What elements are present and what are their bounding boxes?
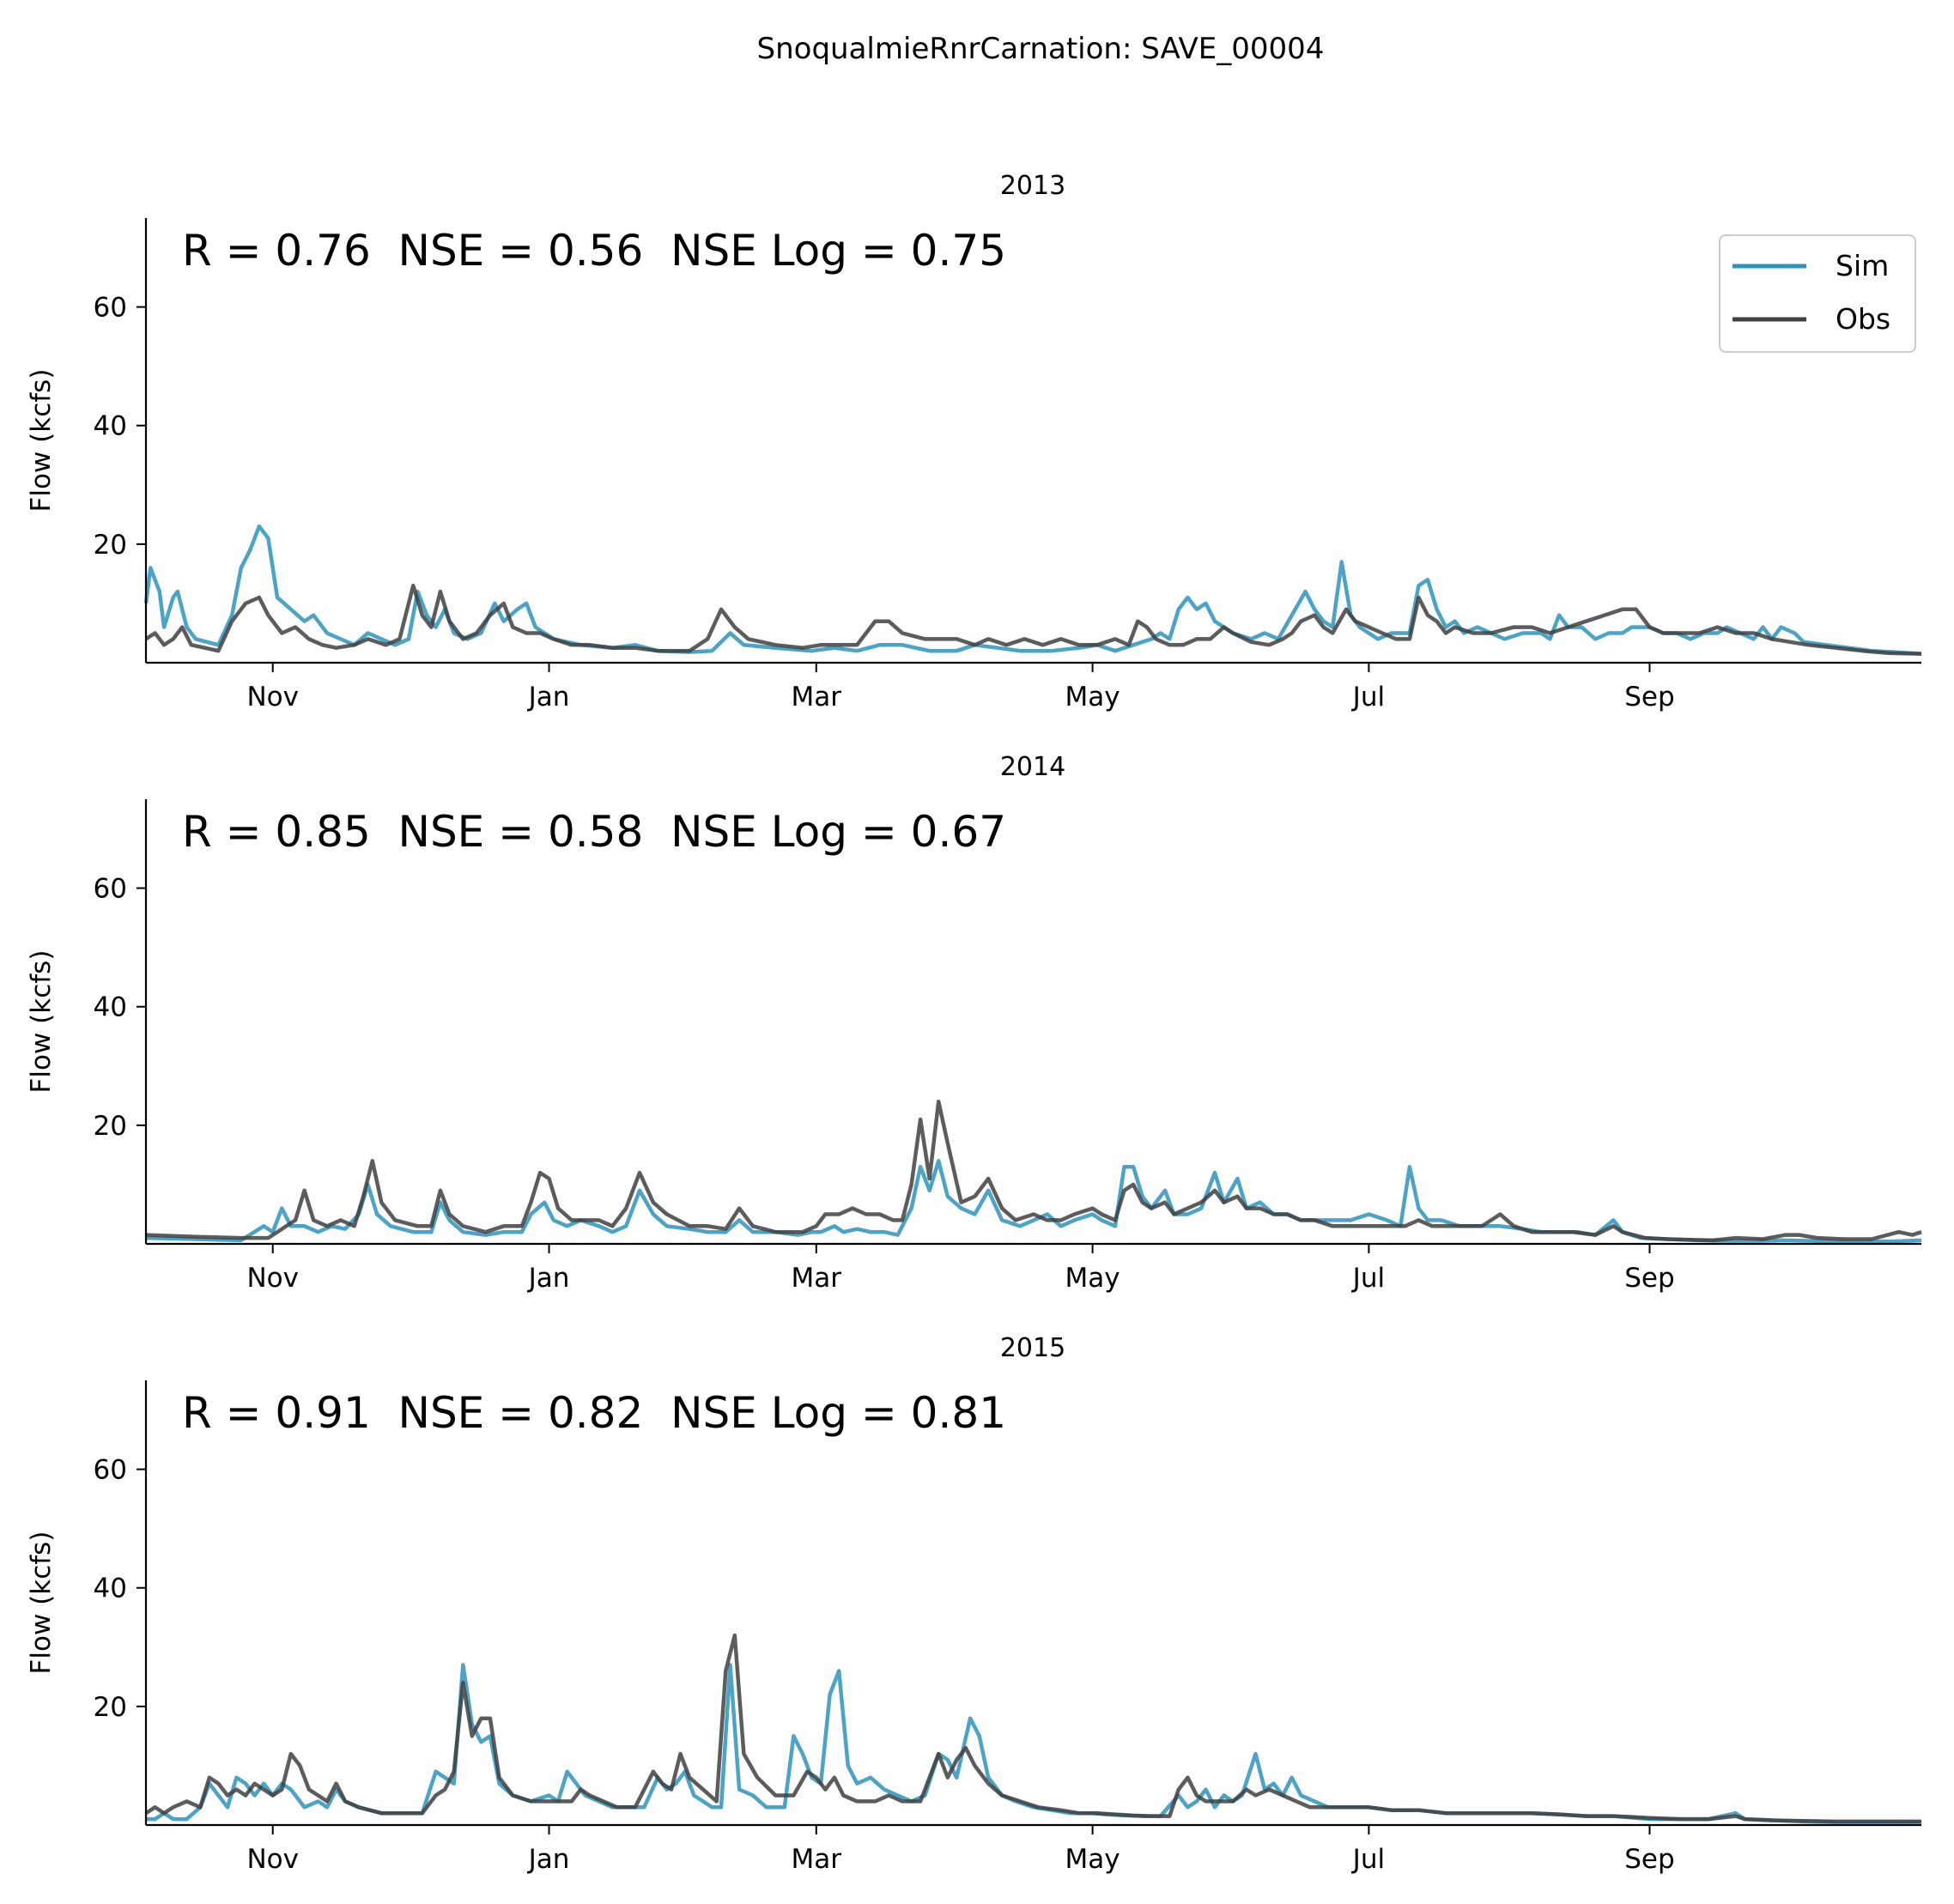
x-tick-label: Mar — [792, 1263, 842, 1294]
x-tick-label: Nov — [246, 682, 299, 712]
panel-2015: 2015 20 40 60 Nov Jan Mar May Jul Sep Flow (kcfs) R… — [26, 1333, 1921, 1875]
x-tick-label: Nov — [246, 1263, 299, 1294]
y-tick-label: 40 — [94, 992, 127, 1023]
legend-label-obs: Obs — [1836, 302, 1890, 336]
series-line-sim — [143, 524, 1922, 656]
y-tick-label: 40 — [94, 1574, 127, 1604]
x-tick-label: Sep — [1624, 1263, 1674, 1294]
panel-title: 2013 — [1000, 171, 1065, 201]
y-tick-label: 20 — [94, 1111, 127, 1142]
y-axis-label: Flow (kcfs) — [26, 369, 57, 512]
x-tick-label: Sep — [1624, 682, 1674, 712]
y-axis-label: Flow (kcfs) — [26, 950, 57, 1094]
stats-annotation: R = 0.76 NSE = 0.56 NSE Log = 0.75 — [182, 226, 1006, 276]
y-tick-label: 20 — [94, 530, 127, 561]
series-line-obs — [144, 583, 1922, 656]
stats-annotation: R = 0.85 NSE = 0.58 NSE Log = 0.67 — [182, 807, 1006, 857]
x-tick-label: May — [1065, 1844, 1120, 1875]
x-tick-label: Mar — [792, 1844, 842, 1875]
y-tick-label: 20 — [94, 1692, 127, 1723]
panel-title: 2015 — [1000, 1333, 1065, 1363]
x-tick-label: Jan — [527, 682, 570, 712]
series-line-obs — [144, 1633, 1921, 1824]
x-tick-label: Nov — [246, 1844, 299, 1875]
legend: Sim Obs — [1719, 234, 1916, 353]
figure-title: SnoqualmieRnrCarnation: SAVE_00004 — [757, 32, 1325, 66]
x-tick-label: Jul — [1351, 1844, 1385, 1875]
y-axis-label: Flow (kcfs) — [26, 1531, 57, 1675]
x-tick-label: May — [1065, 1263, 1120, 1294]
legend-label-sim: Sim — [1836, 249, 1889, 282]
y-tick-label: 60 — [94, 1455, 127, 1486]
y-tick-label: 60 — [94, 874, 127, 905]
stats-annotation: R = 0.91 NSE = 0.82 NSE Log = 0.81 — [182, 1388, 1006, 1438]
panel-2014: 2014 20 40 60 Nov Jan Mar May Jul Sep Flow (kcfs) R… — [26, 752, 1922, 1294]
panels: 2013 20 40 60 Nov Jan Mar May Jul Sep Flow (kcfs) R… — [26, 171, 1922, 1875]
x-tick-label: Jan — [527, 1263, 570, 1294]
panel-2013: 2013 20 40 60 Nov Jan Mar May Jul Sep Flow (kcfs) R… — [26, 171, 1922, 712]
x-tick-label: May — [1065, 682, 1120, 712]
x-tick-label: Sep — [1624, 1844, 1674, 1875]
y-tick-label: 40 — [94, 411, 127, 442]
x-tick-label: Jul — [1351, 682, 1385, 712]
x-tick-label: Mar — [792, 682, 842, 712]
panel-title: 2014 — [1000, 752, 1065, 782]
y-tick-label: 60 — [94, 293, 127, 324]
x-tick-label: Jul — [1351, 1263, 1385, 1294]
x-tick-label: Jan — [527, 1844, 570, 1875]
series-line-obs — [145, 1099, 1922, 1243]
